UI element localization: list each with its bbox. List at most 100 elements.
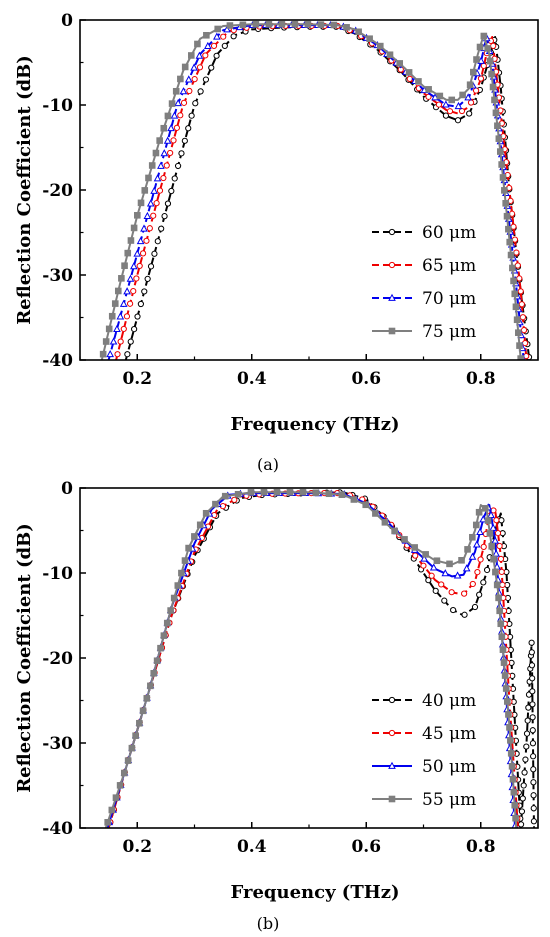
series-point-2 bbox=[106, 349, 115, 358]
series-point-2 bbox=[136, 236, 145, 245]
series-point-0 bbox=[141, 288, 148, 295]
series-point-3 bbox=[191, 533, 198, 540]
series-point-3 bbox=[508, 763, 516, 770]
series-point-1 bbox=[150, 212, 157, 219]
series-point-1 bbox=[130, 288, 137, 295]
series-point-3 bbox=[372, 510, 379, 517]
series-point-1 bbox=[458, 107, 466, 115]
series-point-3 bbox=[177, 75, 184, 83]
series-point-2 bbox=[420, 554, 429, 562]
series-point-3 bbox=[498, 161, 505, 168]
series-point-3 bbox=[239, 21, 247, 29]
x-tick-label: 0.6 bbox=[351, 837, 381, 857]
series-point-0 bbox=[151, 250, 158, 257]
series-point-0 bbox=[124, 351, 131, 358]
series-point-0 bbox=[178, 150, 185, 157]
series-point-2 bbox=[491, 536, 500, 544]
series-point-3 bbox=[499, 174, 507, 181]
series-point-1 bbox=[516, 275, 523, 282]
series-point-1 bbox=[474, 568, 481, 576]
series-point-2 bbox=[195, 51, 204, 59]
series-point-0 bbox=[524, 717, 531, 724]
x-tick-label: 0.2 bbox=[122, 369, 152, 389]
series-point-1 bbox=[467, 99, 475, 106]
series-point-0 bbox=[517, 821, 525, 828]
series-point-3 bbox=[108, 312, 116, 320]
series-point-1 bbox=[517, 288, 524, 295]
series-line-0 bbox=[124, 25, 531, 360]
y-tick-label: -10 bbox=[42, 564, 73, 584]
series-point-1 bbox=[143, 237, 150, 244]
series-point-0 bbox=[174, 162, 182, 170]
series-point-0 bbox=[471, 603, 479, 611]
series-point-2 bbox=[123, 287, 131, 295]
series-point-3 bbox=[304, 20, 312, 28]
series-point-3 bbox=[381, 519, 389, 526]
series-point-3 bbox=[286, 488, 294, 496]
legend-marker-3 bbox=[388, 327, 396, 335]
series-point-3 bbox=[111, 300, 119, 307]
series-point-3 bbox=[391, 527, 398, 535]
series-point-3 bbox=[446, 560, 453, 568]
series-point-3 bbox=[481, 505, 489, 512]
series-point-1 bbox=[163, 162, 170, 169]
series-point-1 bbox=[186, 87, 193, 95]
series-point-3 bbox=[509, 775, 517, 783]
series-point-3 bbox=[502, 685, 510, 692]
series-point-2 bbox=[479, 515, 488, 523]
series-point-2 bbox=[160, 149, 169, 157]
legend-marker-1 bbox=[388, 729, 396, 737]
series-point-3 bbox=[108, 806, 116, 814]
series-point-2 bbox=[184, 75, 193, 83]
series-point-2 bbox=[492, 549, 500, 557]
series-point-3 bbox=[493, 581, 501, 589]
series-point-1 bbox=[490, 42, 497, 49]
series-point-0 bbox=[528, 639, 535, 646]
series-point-3 bbox=[509, 264, 516, 272]
series-point-3 bbox=[405, 69, 413, 76]
series-point-3 bbox=[172, 87, 180, 95]
series-point-2 bbox=[146, 199, 155, 207]
series-point-1 bbox=[114, 351, 121, 358]
series-point-3 bbox=[188, 52, 195, 59]
plot-frame bbox=[79, 19, 539, 361]
series-point-3 bbox=[330, 21, 338, 29]
legend-label-3: 75 μm bbox=[422, 322, 476, 342]
series-point-3 bbox=[475, 508, 483, 516]
series-point-3 bbox=[401, 536, 408, 543]
series-point-2 bbox=[190, 63, 198, 71]
series-point-1 bbox=[499, 581, 506, 588]
series-point-3 bbox=[160, 632, 168, 639]
series-point-0 bbox=[192, 100, 199, 107]
panel-label: (b) bbox=[257, 914, 280, 933]
series-point-3 bbox=[299, 488, 307, 496]
legend: 60 μm 65 μm 70 μm 75 μm bbox=[372, 223, 476, 342]
y-tick-label: 0 bbox=[61, 479, 73, 499]
series-point-2 bbox=[167, 124, 175, 132]
series-point-3 bbox=[156, 137, 163, 144]
series-point-3 bbox=[137, 199, 145, 207]
series-point-0 bbox=[476, 591, 483, 598]
series-point-0 bbox=[523, 743, 530, 750]
series-line-2 bbox=[107, 24, 525, 360]
series-point-3 bbox=[291, 20, 299, 28]
series-point-0 bbox=[522, 756, 529, 763]
series-point-3 bbox=[484, 45, 491, 52]
legend-label-0: 60 μm bbox=[422, 223, 476, 243]
series-point-3 bbox=[507, 750, 515, 757]
series-point-0 bbox=[530, 753, 537, 760]
series-point-3 bbox=[194, 40, 201, 48]
series-point-3 bbox=[415, 78, 422, 85]
series-point-0 bbox=[518, 808, 526, 815]
series-point-2 bbox=[429, 563, 438, 571]
series-point-1 bbox=[156, 187, 164, 194]
series-point-3 bbox=[506, 238, 514, 246]
series-point-3 bbox=[317, 21, 325, 28]
series-point-0 bbox=[466, 110, 473, 117]
series-point-3 bbox=[506, 724, 513, 731]
series-point-3 bbox=[152, 149, 160, 157]
series-point-3 bbox=[124, 249, 132, 257]
series-point-2 bbox=[170, 111, 179, 119]
series-point-0 bbox=[442, 112, 450, 119]
series-point-3 bbox=[130, 224, 138, 232]
